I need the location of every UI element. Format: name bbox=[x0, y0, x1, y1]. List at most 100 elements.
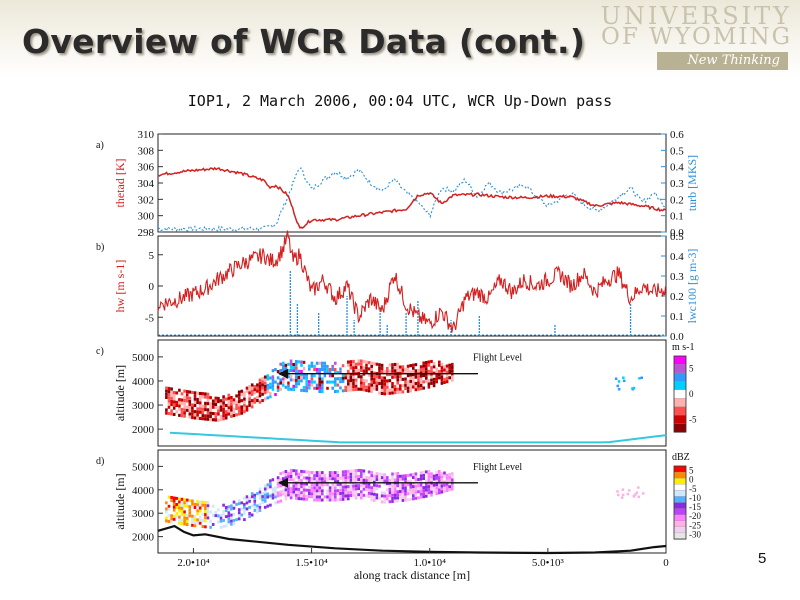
panel-d-radar-cell bbox=[406, 489, 410, 493]
panel-d-radar-cell bbox=[256, 507, 259, 511]
panel-d-radar-cell bbox=[305, 488, 308, 492]
panel-d-colorbar-swatch bbox=[673, 484, 687, 492]
panel-d-radar-cell bbox=[334, 480, 337, 484]
panel-c-radar-cell bbox=[443, 377, 446, 381]
panel-d-radar-cell bbox=[258, 502, 262, 506]
panel-d-radar-cell bbox=[323, 483, 327, 487]
panel-d-radar-cell bbox=[427, 472, 431, 476]
panel-c-radar-cell bbox=[289, 368, 293, 372]
panel-d-radar-cell bbox=[271, 481, 275, 485]
panel-d-radar-cell bbox=[196, 521, 199, 525]
panel-c-radar-cell bbox=[240, 408, 244, 412]
panel-c-radar-cell bbox=[323, 371, 327, 375]
panel-c-radar-cell bbox=[427, 373, 431, 377]
panel-c-radar-cell bbox=[185, 396, 189, 400]
panel-c-radar-cell bbox=[300, 366, 303, 370]
panel-c-radar-cell bbox=[188, 406, 192, 410]
panel-d-radar-cell bbox=[274, 477, 277, 481]
panel-c-tick-label-0: 2000 bbox=[132, 424, 155, 436]
panel-d-radar-cell bbox=[191, 505, 194, 509]
panel-c-radar-cell bbox=[178, 407, 181, 411]
panel-c-radar-cell bbox=[367, 373, 371, 377]
panel-d-radar-cell bbox=[235, 502, 238, 506]
panel-d-radar-cell bbox=[328, 489, 332, 493]
panel-c-radar-cell bbox=[347, 385, 350, 389]
panel-d-radar-cell bbox=[253, 505, 257, 509]
panel-c-radar-cell bbox=[367, 386, 371, 390]
panel-d-radar-cell bbox=[391, 499, 394, 503]
panel-d-radar-cell bbox=[386, 497, 389, 501]
panel-d-radar-cell bbox=[373, 483, 376, 487]
panel-d-radar-cell bbox=[201, 503, 205, 507]
panel-d-radar-cell bbox=[360, 475, 363, 478]
panel-d-radar-cell bbox=[292, 469, 295, 473]
panel-d-radar-cell bbox=[432, 483, 436, 487]
panel-c-radar-cell bbox=[271, 384, 275, 388]
panel-c-radar-cell bbox=[435, 367, 438, 371]
panel-d-radar-cell bbox=[318, 477, 321, 481]
panel-c-radar-cell bbox=[217, 396, 220, 400]
panel-d-radar-cell bbox=[378, 496, 381, 500]
panel-c-radar-cell bbox=[404, 386, 407, 390]
panel-d-radar-cell bbox=[375, 496, 379, 500]
panel-d-radar-cell bbox=[227, 502, 231, 506]
panel-c-radar-cell bbox=[204, 395, 207, 399]
panel-d-radar-cell bbox=[399, 493, 402, 497]
panel-d-radar-cell bbox=[406, 483, 410, 487]
panel-d-radar-cell bbox=[196, 500, 199, 504]
panel-d-radar-cell bbox=[258, 508, 262, 512]
panel-d-radar-cell bbox=[393, 490, 397, 494]
panel-d-radar-cell bbox=[451, 472, 454, 476]
panel-c-radar-cell bbox=[328, 377, 332, 381]
panel-d-frame bbox=[157, 449, 667, 554]
panel-d-radar-cell bbox=[344, 494, 347, 498]
panel-c-flight-level-text: Flight Level bbox=[473, 353, 522, 364]
panel-c-radar-cell bbox=[230, 399, 233, 403]
panel-d-radar-cell bbox=[341, 473, 345, 477]
panel-c-radar-cell bbox=[258, 378, 262, 382]
panel-d-radar-cell bbox=[409, 497, 412, 501]
panel-c-radar-cell bbox=[237, 393, 241, 397]
panel-d-radar-cell bbox=[328, 477, 332, 481]
panel-c-radar-cell bbox=[448, 363, 451, 367]
panel-d-radar-cell bbox=[198, 506, 202, 510]
panel-d-radar-cell bbox=[347, 497, 350, 501]
panel-c-radar-cell bbox=[206, 398, 210, 402]
panel-a-left-axis-tick-label-5: 308 bbox=[138, 145, 155, 157]
panel-c-radar-cell bbox=[248, 400, 251, 404]
panel-d-radar-cell bbox=[435, 476, 438, 480]
panel-d-radar-cell bbox=[318, 486, 321, 490]
panel-d-radar-cell bbox=[172, 499, 176, 503]
panel-c-radar-cell bbox=[427, 385, 431, 389]
panel-d-radar-cell bbox=[263, 496, 267, 500]
panel-d-radar-cell bbox=[339, 482, 342, 486]
panel-d-radar-cell bbox=[219, 507, 223, 511]
panel-c-radar-cell bbox=[266, 380, 270, 384]
panel-c-radar-cell bbox=[253, 400, 257, 404]
panel-c-radar-cell bbox=[167, 402, 171, 406]
panel-c-radar-cell bbox=[230, 396, 233, 400]
panel-c-radar-cell bbox=[227, 396, 231, 400]
panel-c-radar-cell bbox=[211, 412, 215, 416]
panel-a-left-axis-tick-label-0: 298 bbox=[138, 227, 155, 239]
panel-c-radar-cell bbox=[427, 360, 431, 364]
panel-d-radar-cell bbox=[222, 525, 225, 528]
panel-c-radar-cell bbox=[287, 387, 290, 391]
panel-a-right-axis-tick-label-3: 0.3 bbox=[670, 178, 684, 190]
panel-c-radar-cell bbox=[292, 387, 295, 391]
panel-d-radar-cell bbox=[445, 486, 449, 489]
panel-c-radar-cell bbox=[188, 390, 192, 394]
panel-c-radar-cell bbox=[279, 387, 282, 391]
panel-d-radar-cell bbox=[302, 491, 306, 495]
panel-c-radar-cell bbox=[380, 363, 384, 367]
panel-d-radar-cell bbox=[224, 515, 228, 519]
panel-c-radar-cell bbox=[266, 383, 270, 387]
panel-c-radar-cell bbox=[185, 408, 189, 412]
panel-c-radar-cell bbox=[219, 414, 223, 418]
panel-d-radar-cell bbox=[386, 479, 389, 483]
panel-d-radar-cell bbox=[354, 490, 358, 494]
panel-c-radar-cell bbox=[266, 390, 270, 394]
panel-c-radar-cell bbox=[183, 414, 186, 418]
panel-c-colorbar-tick-0: 5 bbox=[689, 364, 694, 374]
panel-c-radar-cell bbox=[334, 383, 337, 387]
